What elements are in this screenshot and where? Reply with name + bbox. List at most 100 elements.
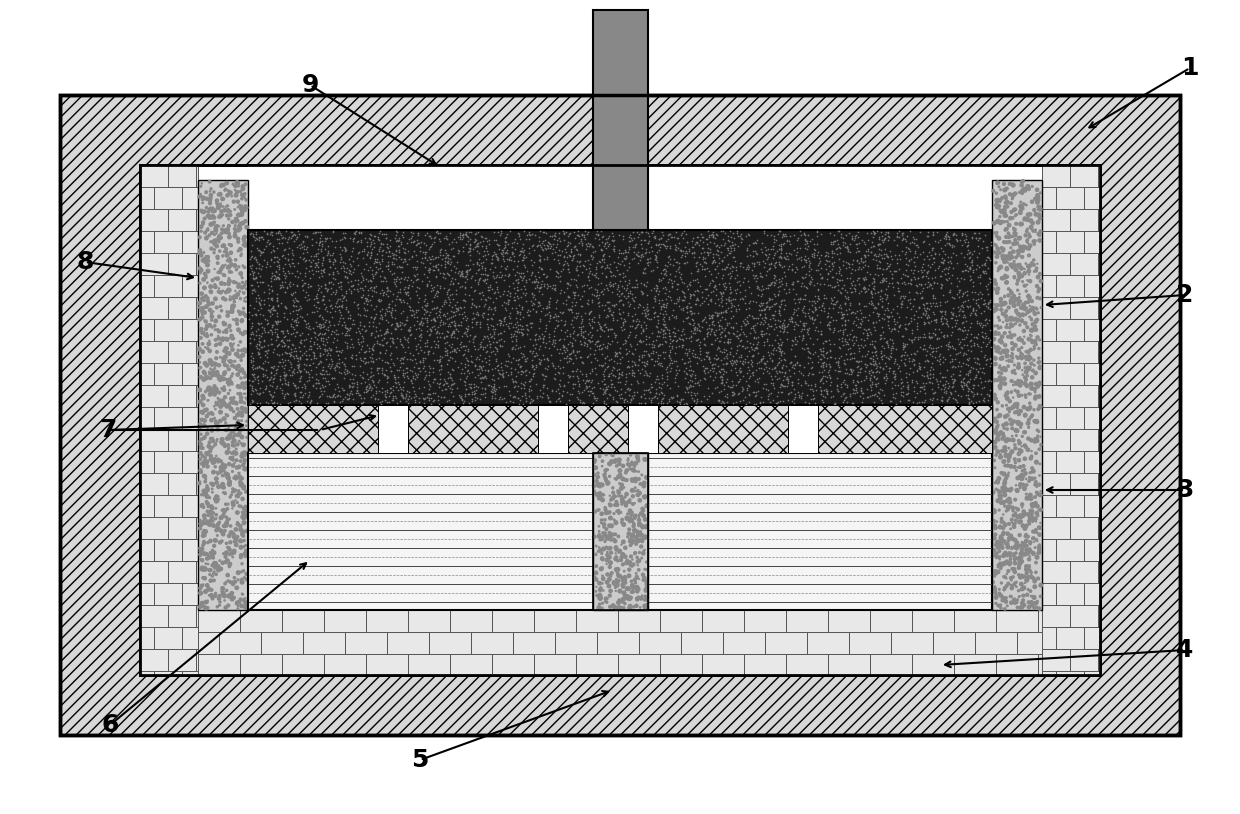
- Point: [268, 379, 288, 392]
- Point: [879, 352, 899, 365]
- Point: [770, 380, 790, 393]
- Point: [582, 287, 601, 300]
- Point: [341, 260, 361, 273]
- Point: [693, 333, 713, 346]
- Point: [217, 249, 237, 262]
- Point: [394, 376, 414, 389]
- Point: [274, 336, 294, 349]
- Point: [366, 261, 386, 274]
- Point: [195, 561, 215, 574]
- Point: [234, 540, 254, 554]
- Point: [435, 377, 455, 390]
- Point: [403, 380, 423, 393]
- Point: [379, 395, 399, 408]
- Point: [992, 242, 1012, 255]
- Point: [770, 301, 790, 314]
- Point: [365, 379, 384, 392]
- Point: [200, 387, 219, 400]
- Point: [392, 253, 412, 266]
- Point: [567, 344, 587, 357]
- Point: [901, 348, 921, 361]
- Point: [877, 335, 897, 348]
- Point: [191, 324, 211, 337]
- Point: [782, 376, 802, 389]
- Point: [939, 382, 959, 395]
- Point: [650, 338, 670, 351]
- Point: [415, 304, 435, 317]
- Point: [993, 418, 1013, 431]
- Point: [645, 390, 665, 403]
- Point: [806, 304, 826, 317]
- Point: [904, 256, 924, 269]
- Point: [290, 357, 310, 370]
- Point: [463, 332, 482, 345]
- Point: [559, 370, 579, 383]
- Point: [950, 283, 970, 296]
- Point: [548, 378, 568, 391]
- Point: [837, 378, 857, 391]
- Point: [990, 583, 1009, 596]
- Point: [201, 362, 221, 375]
- Point: [420, 279, 440, 292]
- Point: [635, 344, 655, 357]
- Point: [961, 360, 981, 373]
- Point: [683, 287, 703, 300]
- Point: [203, 466, 223, 479]
- Point: [924, 227, 944, 240]
- Point: [320, 276, 340, 289]
- Point: [393, 357, 413, 370]
- Point: [193, 206, 213, 219]
- Point: [918, 315, 937, 328]
- Point: [475, 273, 495, 286]
- Point: [213, 284, 233, 297]
- Point: [366, 392, 386, 405]
- Point: [831, 269, 851, 282]
- Point: [650, 349, 670, 362]
- Point: [303, 268, 322, 281]
- Point: [791, 277, 811, 290]
- Point: [804, 389, 823, 402]
- Point: [377, 325, 397, 338]
- Point: [988, 265, 1008, 278]
- Point: [878, 304, 898, 317]
- Point: [304, 253, 324, 266]
- Point: [699, 356, 719, 369]
- Point: [985, 519, 1004, 532]
- Point: [425, 314, 445, 327]
- Point: [436, 345, 456, 358]
- Point: [605, 383, 625, 396]
- Point: [191, 519, 211, 532]
- Point: [326, 283, 346, 296]
- Point: [224, 300, 244, 313]
- Point: [263, 361, 283, 374]
- Point: [601, 309, 621, 322]
- Point: [472, 354, 492, 367]
- Point: [1009, 434, 1029, 447]
- Point: [594, 372, 614, 385]
- Point: [191, 433, 211, 446]
- Point: [558, 250, 578, 263]
- Point: [353, 371, 373, 384]
- Point: [820, 279, 839, 292]
- Point: [231, 267, 250, 280]
- Point: [598, 342, 618, 355]
- Point: [435, 257, 455, 270]
- Point: [223, 531, 243, 544]
- Point: [495, 314, 515, 327]
- Point: [420, 252, 440, 265]
- Point: [210, 231, 229, 244]
- Bar: [140, 165, 198, 675]
- Point: [1028, 306, 1048, 319]
- Point: [213, 394, 233, 407]
- Point: [377, 281, 397, 294]
- Point: [310, 236, 330, 249]
- Point: [635, 490, 655, 503]
- Point: [666, 296, 686, 309]
- Point: [774, 250, 794, 263]
- Point: [609, 346, 629, 359]
- Point: [429, 356, 449, 369]
- Point: [877, 256, 897, 269]
- Point: [222, 590, 242, 603]
- Point: [707, 259, 727, 272]
- Point: [947, 322, 967, 335]
